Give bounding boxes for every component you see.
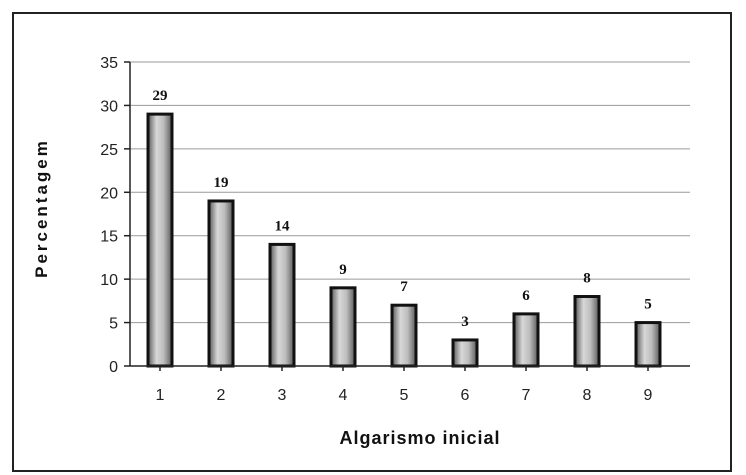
data-label: 6 [522, 288, 530, 304]
x-tick-label: 2 [217, 387, 226, 404]
bar [512, 312, 540, 368]
data-label: 8 [583, 271, 591, 287]
bar [207, 199, 235, 368]
bar [451, 338, 479, 368]
bar [634, 321, 662, 368]
data-label: 3 [461, 314, 469, 330]
x-tick-label: 6 [461, 387, 470, 404]
data-label: 19 [214, 175, 229, 191]
y-axis-title: Percentagem [32, 138, 51, 278]
x-axis-ticks: 1 2 3 4 5 6 7 8 9 [156, 366, 653, 404]
y-tick-label: 25 [100, 142, 118, 159]
y-tick-label: 10 [100, 272, 118, 289]
x-tick-label: 7 [522, 387, 531, 404]
data-label: 14 [275, 218, 291, 234]
bar [268, 242, 296, 368]
x-tick-label: 4 [339, 387, 348, 404]
data-label: 29 [153, 88, 168, 104]
data-label: 9 [339, 262, 347, 278]
x-tick-label: 8 [583, 387, 592, 404]
bars: 29 19 14 9 7 3 6 8 5 [146, 88, 662, 368]
bar [329, 286, 357, 368]
data-label: 7 [400, 279, 408, 295]
y-tick-label: 35 [100, 55, 118, 72]
data-label: 5 [644, 297, 652, 313]
x-tick-label: 9 [644, 387, 653, 404]
x-tick-label: 1 [156, 387, 165, 404]
x-tick-label: 5 [400, 387, 409, 404]
y-tick-label: 20 [100, 185, 118, 202]
y-tick-label: 5 [109, 316, 118, 333]
y-tick-label: 30 [100, 98, 118, 115]
x-tick-label: 3 [278, 387, 287, 404]
y-tick-label: 0 [109, 359, 118, 376]
chart-frame [12, 12, 732, 472]
y-axis-ticks: 0 5 10 15 20 25 30 35 [100, 55, 130, 376]
bar [573, 295, 601, 368]
y-tick-label: 15 [100, 229, 118, 246]
bar [390, 303, 418, 368]
x-axis-title: Algarismo inicial [339, 428, 500, 448]
bar [146, 112, 174, 368]
